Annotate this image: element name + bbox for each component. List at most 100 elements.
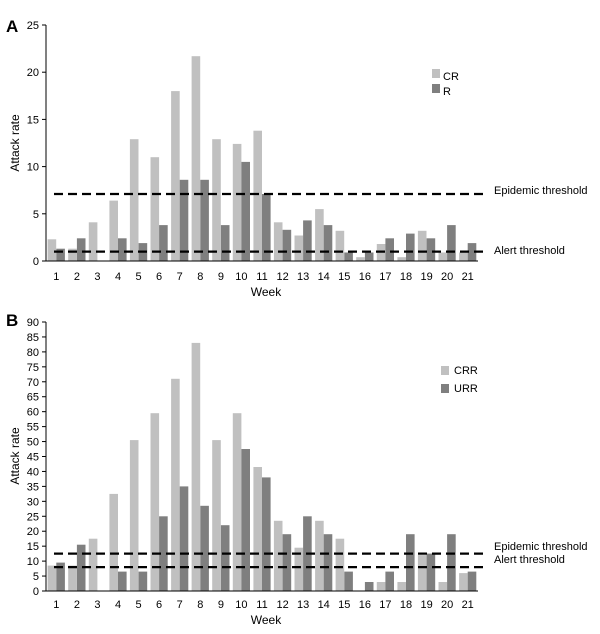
panel-a-y-tick-label: 20 (27, 67, 39, 79)
panel-b-x-tick-label: 9 (218, 599, 224, 611)
panel-a-x-tick-label: 21 (462, 271, 474, 283)
panel-a-bar-cr-week-9 (212, 139, 221, 261)
panel-a-x-tick-label: 4 (115, 271, 121, 283)
panel-b-bar-urr-week-9 (220, 525, 230, 591)
panel-b-bar-urr-week-4 (118, 571, 127, 591)
panel-b-x-tick-label: 21 (462, 599, 474, 611)
panel-b-y-tick-label: 90 (27, 317, 39, 329)
panel-a-epidemic-threshold-label: Epidemic threshold (494, 185, 588, 197)
panel-a-y-tick-label: 10 (27, 162, 39, 174)
panel-a-legend-swatch-cr (432, 69, 440, 78)
panel-b-y-tick-label: 15 (27, 541, 39, 553)
panel-a-legend-label-2: R (443, 86, 451, 98)
panel-a-bar-r-week-16 (364, 252, 374, 261)
panel-b-y-tick-label: 75 (27, 362, 39, 374)
panel-a-bar-r-week-11 (262, 194, 271, 261)
panel-a-y-tick-label: 5 (33, 209, 39, 221)
panel-a-bar-r-week-14 (323, 225, 333, 261)
panel-b-y-axis-label: Attack rate (8, 427, 22, 485)
panel-b-bar-urr-week-18 (406, 534, 415, 591)
panel-a-bar-cr-week-1 (47, 239, 57, 261)
panel-b-legend-label-2: URR (454, 383, 478, 395)
panel-b-x-tick-label: 13 (297, 599, 309, 611)
panel-a-x-tick-label: 13 (297, 271, 309, 283)
panel-b-y-tick-label: 70 (27, 377, 39, 389)
panel-a-bar-r-week-18 (406, 233, 415, 261)
panel-b-x-tick-label: 15 (338, 599, 350, 611)
panel-b-bar-urr-week-5 (138, 571, 148, 591)
panel-b-bar-urr-week-2 (76, 544, 86, 591)
panel-b-bar-crr-week-2 (68, 565, 77, 591)
panel-a-alert-threshold-label: Alert threshold (494, 245, 565, 257)
panel-a-bar-cr-week-8 (191, 56, 201, 262)
panel-b-y-tick-label: 50 (27, 437, 39, 449)
panel-a-y-axis-label: Attack rate (8, 114, 22, 172)
panel-b-y-tick-label: 0 (33, 586, 39, 598)
panel-b-bar-crr-week-15 (335, 538, 345, 591)
panel-b-alert-threshold-label: Alert threshold (494, 554, 565, 566)
panel-a-bar-cr-week-7 (171, 91, 180, 261)
panel-b-x-tick-label: 14 (318, 599, 330, 611)
panel-b-x-tick-label: 1 (53, 599, 59, 611)
panel-a-x-tick-label: 16 (359, 271, 371, 283)
panel-b-bar-urr-week-11 (262, 477, 271, 591)
panel-a-bar-cr-week-18 (397, 257, 406, 261)
panel-a-x-tick-label: 11 (256, 271, 267, 283)
panel-a-bar-r-week-7 (179, 179, 189, 261)
panel-b-bar-urr-week-7 (179, 486, 189, 591)
panel-b-legend-swatch-crr (441, 366, 449, 375)
panel-b-y-tick-label: 60 (27, 407, 39, 419)
panel-b-x-tick-label: 11 (256, 599, 267, 611)
panel-a-bar-r-week-10 (241, 161, 250, 261)
panel-b-x-tick-label: 16 (359, 599, 371, 611)
panel-b-bar-crr-week-7 (171, 378, 180, 591)
panel-b-bar-crr-week-10 (232, 413, 242, 591)
panel-a-bar-r-week-6 (159, 225, 168, 261)
panel-b-bar-crr-week-9 (212, 440, 221, 591)
panel-b-bar-urr-week-12 (282, 534, 292, 591)
panel-a-bar-cr-week-4 (109, 200, 118, 261)
panel-a-bar-r-week-21 (467, 243, 477, 261)
panel-b-x-tick-label: 17 (379, 599, 391, 611)
panel-a-bar-cr-week-2 (68, 248, 77, 261)
panel-b-y-tick-label: 40 (27, 466, 39, 478)
panel-b-bar-crr-week-18 (397, 582, 406, 591)
panel-a-bar-r-week-1 (56, 248, 65, 261)
panel-a-x-tick-label: 8 (197, 271, 203, 283)
panel-b-y-tick-label: 25 (27, 511, 39, 523)
panel-b-legend-label-1: CRR (454, 365, 478, 377)
panel-b-legend-swatch-urr (441, 384, 449, 393)
panel-b-x-tick-label: 6 (156, 599, 162, 611)
panel-b-y-tick-label: 30 (27, 496, 39, 508)
panel-b-bar-urr-week-6 (159, 516, 168, 591)
panel-a-bar-cr-week-5 (129, 139, 139, 261)
panel-a-x-tick-label: 3 (94, 271, 100, 283)
panel-b-epidemic-threshold-label: Epidemic threshold (494, 541, 588, 553)
panel-a-bar-r-week-9 (220, 225, 230, 261)
panel-a-bar-cr-week-3 (88, 222, 98, 261)
panel-a-x-tick-label: 2 (74, 271, 80, 283)
panel-b-bar-crr-week-14 (315, 520, 324, 591)
panel-a-bar-r-week-8 (200, 179, 209, 261)
panel-a-bar-cr-week-19 (417, 230, 427, 261)
panel-b-bar-crr-week-3 (88, 538, 98, 591)
panel-b-y-tick-label: 55 (27, 422, 39, 434)
panel-b-bar-crr-week-19 (417, 555, 427, 591)
panel-b-bar-urr-week-20 (447, 534, 456, 591)
panel-a-x-tick-label: 19 (420, 271, 432, 283)
panel-b-y-tick-label: 20 (27, 526, 39, 538)
panel-b-x-tick-label: 18 (400, 599, 412, 611)
panel-b-bar-crr-week-5 (129, 440, 139, 591)
panel-b-y-tick-label: 35 (27, 481, 39, 493)
panel-b-y-tick-label: 10 (27, 556, 39, 568)
panel-a-x-tick-label: 17 (379, 271, 391, 283)
panel-b-x-tick-label: 8 (197, 599, 203, 611)
panel-b-x-tick-label: 10 (235, 599, 247, 611)
panel-b-x-tick-label: 7 (177, 599, 183, 611)
panel-b-bar-urr-week-21 (467, 571, 477, 591)
panel-b-bar-crr-week-21 (459, 573, 468, 591)
panel-a-x-tick-label: 5 (136, 271, 142, 283)
panel-a-bar-r-week-12 (282, 229, 292, 261)
panel-b-y-tick-label: 80 (27, 347, 39, 359)
